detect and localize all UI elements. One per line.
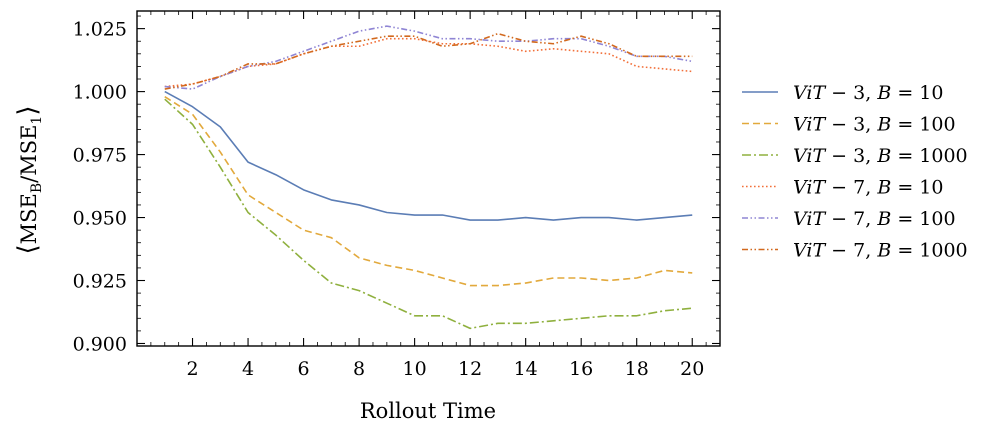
legend-label-2: ViT − 3, B = 100 <box>793 114 956 136</box>
tick-labels: 2 4 6 8 10 12 14 16 18 20 0.900 0.925 0.950 0.975 1.00… <box>73 19 705 380</box>
x-tick-label: 16 <box>569 358 593 380</box>
y-tick-label: 0.950 <box>73 208 127 230</box>
x-axis-title: Rollout Time <box>360 399 496 423</box>
legend-label-4: ViT − 7, B = 10 <box>793 177 943 199</box>
y-tick-label: 0.975 <box>73 145 127 167</box>
y-tick-label: 0.925 <box>73 271 127 293</box>
x-tick-label: 18 <box>625 358 649 380</box>
x-tick-label: 6 <box>298 358 310 380</box>
series-line-2 <box>164 95 693 287</box>
series-line-5 <box>164 25 693 90</box>
y-tick-label: 1.025 <box>73 19 127 41</box>
legend-label-5: ViT − 7, B = 100 <box>793 208 956 230</box>
y-tick-label: 1.000 <box>73 82 127 104</box>
legend-label-6: ViT − 7, B = 1000 <box>793 240 968 262</box>
x-tick-label: 8 <box>353 358 365 380</box>
legend: ViT − 3, B = 10 ViT − 3, B = 100 ViT − 3, … <box>742 82 968 262</box>
x-tick-label: 14 <box>514 358 538 380</box>
x-tick-label: 12 <box>458 358 482 380</box>
series-line-6 <box>164 32 693 90</box>
x-tick-label: 10 <box>403 358 427 380</box>
x-tick-label: 2 <box>186 358 198 380</box>
y-axis-title: ⟨MSEB/MSE1⟩ <box>13 105 45 254</box>
axis-ticks <box>137 11 720 346</box>
x-tick-label: 4 <box>242 358 254 380</box>
y-tick-label: 0.900 <box>73 333 127 355</box>
legend-label-1: ViT − 3, B = 10 <box>793 82 943 104</box>
legend-label-3: ViT − 3, B = 1000 <box>793 145 968 167</box>
series-line-1 <box>164 90 693 221</box>
plot-lines <box>164 25 693 330</box>
series-line-3 <box>164 98 693 330</box>
x-tick-label: 20 <box>680 358 704 380</box>
plot-frame <box>136 10 721 347</box>
